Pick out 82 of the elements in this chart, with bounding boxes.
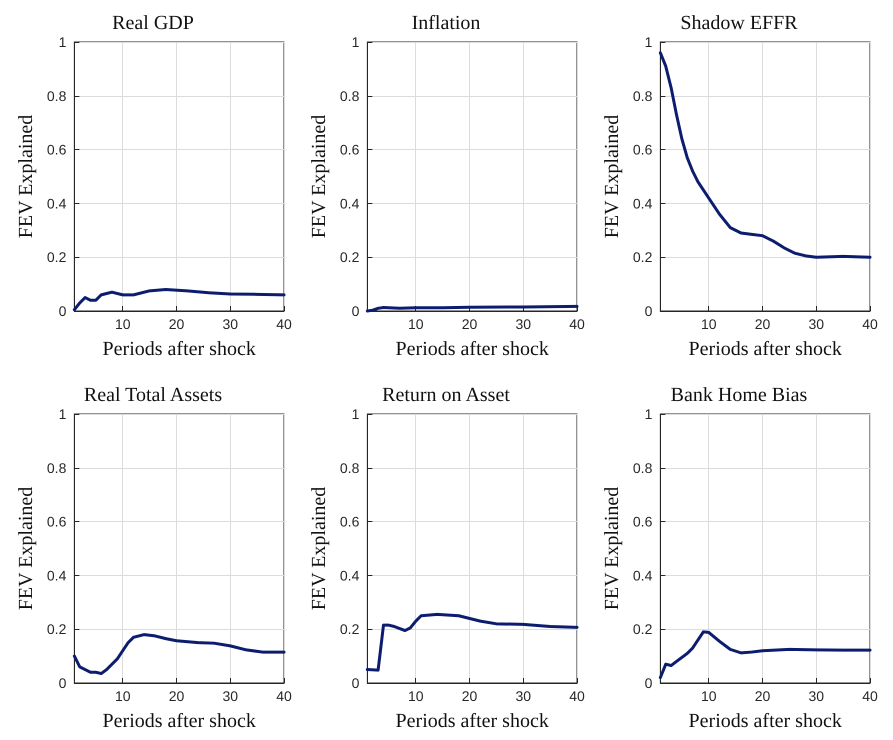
y-tick-label: 0 bbox=[58, 303, 67, 319]
y-tick-label: 1 bbox=[58, 406, 67, 422]
x-tick-label: 30 bbox=[808, 688, 824, 704]
y-tick-label: 0 bbox=[352, 675, 360, 691]
x-tick-label: 20 bbox=[462, 316, 478, 332]
y-tick-label: 0.8 bbox=[632, 460, 653, 476]
y-tick-label: 0.6 bbox=[340, 142, 360, 158]
y-tick-label: 0.4 bbox=[46, 195, 67, 212]
y-tick-label: 0.8 bbox=[632, 88, 653, 104]
y-tick-label: 0.8 bbox=[46, 460, 67, 476]
y-tick-label: 0.2 bbox=[632, 249, 653, 266]
y-tick-label: 0.4 bbox=[632, 195, 653, 212]
y-axis-title: FEV Explained bbox=[15, 486, 37, 610]
y-tick-label: 0.4 bbox=[632, 567, 653, 584]
y-tick-label: 0 bbox=[644, 303, 653, 319]
y-tick-label: 0.4 bbox=[340, 567, 360, 584]
y-axis-title: FEV Explained bbox=[15, 114, 37, 238]
x-tick-label: 40 bbox=[862, 688, 878, 704]
y-tick-label: 0.2 bbox=[340, 249, 360, 266]
x-tick-label: 10 bbox=[114, 316, 131, 332]
y-tick-label: 0.6 bbox=[632, 142, 653, 158]
x-tick-label: 10 bbox=[700, 688, 717, 704]
x-tick-label: 10 bbox=[408, 688, 424, 704]
x-tick-label: 10 bbox=[700, 316, 717, 332]
y-tick-label: 0.6 bbox=[340, 514, 360, 530]
y-tick-label: 0.2 bbox=[46, 621, 67, 638]
y-axis-title: FEV Explained bbox=[308, 114, 330, 238]
x-axis-title: Periods after shock bbox=[688, 338, 842, 360]
y-tick-label: 0.2 bbox=[340, 621, 360, 638]
x-axis-title: Periods after shock bbox=[688, 710, 842, 732]
x-tick-label: 20 bbox=[754, 688, 770, 704]
line-series bbox=[366, 612, 578, 672]
x-tick-label: 10 bbox=[408, 316, 424, 332]
x-tick-label: 30 bbox=[808, 316, 824, 332]
x-axis-title: Periods after shock bbox=[396, 710, 549, 732]
chart-title: Bank Home Bias bbox=[670, 384, 808, 406]
line-series bbox=[658, 51, 872, 259]
y-axis-title: FEV Explained bbox=[308, 486, 330, 610]
x-axis-title: Periods after shock bbox=[102, 338, 256, 360]
y-tick-label: 0 bbox=[352, 303, 360, 319]
y-tick-label: 0.8 bbox=[340, 460, 360, 476]
x-tick-label: 30 bbox=[515, 688, 532, 704]
x-tick-label: 30 bbox=[515, 316, 532, 332]
line-series bbox=[72, 633, 286, 676]
chart-title: Real GDP bbox=[112, 12, 194, 34]
y-tick-label: 1 bbox=[352, 34, 360, 50]
chart-title: Shadow EFFR bbox=[680, 12, 798, 34]
x-tick-label: 20 bbox=[462, 688, 478, 704]
x-tick-label: 20 bbox=[754, 316, 770, 332]
chart-title: Real Total Assets bbox=[84, 384, 222, 406]
x-tick-label: 10 bbox=[114, 688, 131, 704]
x-axis-title: Periods after shock bbox=[396, 338, 549, 360]
y-tick-label: 1 bbox=[644, 406, 653, 422]
y-tick-label: 0.4 bbox=[340, 195, 360, 212]
y-tick-label: 0.4 bbox=[46, 567, 67, 584]
chart-title: Return on Asset bbox=[382, 384, 510, 406]
x-tick-label: 20 bbox=[168, 688, 184, 704]
x-tick-label: 30 bbox=[222, 316, 238, 332]
y-axis-title: FEV Explained bbox=[601, 486, 623, 610]
x-axis-title: Periods after shock bbox=[102, 710, 256, 732]
y-tick-label: 1 bbox=[352, 406, 360, 422]
x-tick-label: 40 bbox=[569, 688, 585, 704]
y-tick-label: 0.2 bbox=[46, 249, 67, 266]
x-tick-label: 30 bbox=[222, 688, 238, 704]
x-tick-label: 40 bbox=[569, 316, 585, 332]
chart-title: Inflation bbox=[412, 12, 480, 34]
x-tick-label: 40 bbox=[862, 316, 878, 332]
y-tick-label: 0 bbox=[644, 675, 653, 691]
y-tick-label: 1 bbox=[644, 34, 653, 50]
y-tick-label: 0.8 bbox=[46, 88, 67, 104]
y-tick-label: 0.8 bbox=[340, 88, 360, 104]
line-series bbox=[658, 630, 872, 680]
y-tick-label: 0 bbox=[58, 675, 67, 691]
y-axis-title: FEV Explained bbox=[601, 114, 623, 238]
x-tick-label: 20 bbox=[168, 316, 184, 332]
x-tick-label: 40 bbox=[276, 316, 292, 332]
y-tick-label: 0.2 bbox=[632, 621, 653, 638]
y-tick-label: 1 bbox=[58, 34, 67, 50]
y-tick-label: 0.6 bbox=[46, 514, 67, 530]
x-tick-label: 40 bbox=[276, 688, 292, 704]
y-tick-label: 0.6 bbox=[46, 142, 67, 158]
y-tick-label: 0.6 bbox=[632, 514, 653, 530]
